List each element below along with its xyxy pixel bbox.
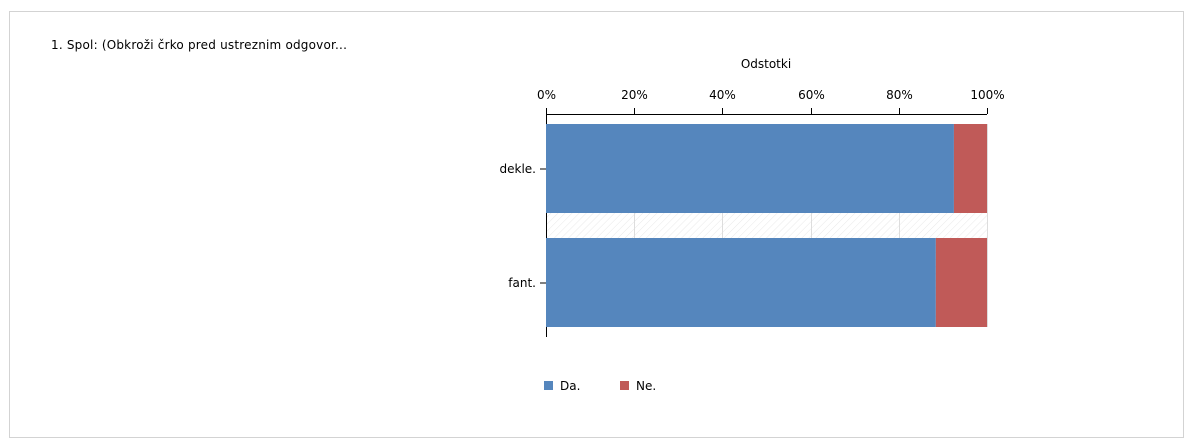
x-tick-label: 20% [621,88,648,102]
legend-swatch [544,381,553,390]
question-title: 1. Spol: (Obkroži črko pred ustreznim od… [51,38,348,52]
legend-label: Da. [560,379,580,393]
bar-segment [546,124,954,213]
x-tick-label: 60% [798,88,825,102]
y-tick-label: dekle. [500,162,536,176]
legend-label: Ne. [636,379,656,393]
x-tick-label: 100% [970,88,1004,102]
x-axis-label: Odstotki [741,57,791,71]
bar-segment [546,238,936,327]
x-tick-label: 80% [886,88,913,102]
y-tick-label: fant. [508,276,536,290]
legend-swatch [620,381,629,390]
x-tick-label: 40% [709,88,736,102]
x-tick-label: 0% [537,88,556,102]
bar-segment [953,124,987,213]
bar-segment [935,238,987,327]
